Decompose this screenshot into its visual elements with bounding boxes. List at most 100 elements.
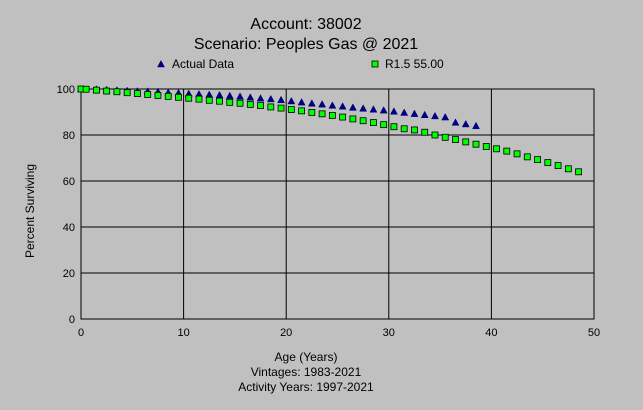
y-tick-label: 0 xyxy=(69,314,75,326)
data-point xyxy=(308,109,316,116)
data-point xyxy=(185,94,193,102)
data-point xyxy=(103,87,111,95)
data-point xyxy=(544,159,552,167)
data-point xyxy=(338,102,347,110)
legend-marker-actual-data xyxy=(157,59,165,68)
data-point xyxy=(297,98,306,106)
data-point xyxy=(246,101,254,108)
data-point xyxy=(144,91,152,98)
data-point xyxy=(493,145,500,153)
data-point xyxy=(348,103,357,111)
x-axis: 0 10 20 30 40 50 xyxy=(78,327,600,339)
data-point xyxy=(328,101,337,109)
data-point xyxy=(370,119,377,126)
data-point xyxy=(421,128,429,136)
y-tick-label: 60 xyxy=(63,176,75,188)
data-point xyxy=(513,150,521,158)
y-tick-label: 80 xyxy=(63,130,75,142)
data-point xyxy=(134,90,141,97)
data-point xyxy=(379,106,388,114)
data-point xyxy=(431,111,439,120)
legend-triangle-marker xyxy=(157,59,165,68)
data-point xyxy=(564,165,572,173)
data-point xyxy=(420,110,429,119)
x-tick-label: 10 xyxy=(177,327,189,339)
y-tick-label: 40 xyxy=(63,222,75,234)
data-point xyxy=(256,94,265,102)
x-tick-label: 50 xyxy=(588,327,600,339)
data-point xyxy=(225,91,234,99)
data-point xyxy=(462,138,470,146)
data-point xyxy=(390,123,398,131)
data-point xyxy=(380,121,388,129)
y-axis: 0 20 40 60 80 100 xyxy=(57,84,75,326)
footnote-activity-years: Activity Years: 1997-2021 xyxy=(238,380,374,394)
data-point xyxy=(461,119,470,128)
data-point xyxy=(318,100,327,108)
data-point xyxy=(390,107,398,115)
data-point xyxy=(267,103,275,111)
data-point xyxy=(277,104,285,112)
legend-label-actual-data: Actual Data xyxy=(172,57,234,71)
data-point xyxy=(472,140,480,148)
y-axis-label: Percent Surviving xyxy=(23,164,37,258)
data-point xyxy=(287,96,296,105)
data-point xyxy=(82,85,90,93)
data-point xyxy=(287,106,295,113)
data-point xyxy=(298,107,305,115)
data-point xyxy=(339,113,347,121)
data-point xyxy=(236,92,244,100)
chart-subtitle: Scenario: Peoples Gas @ 2021 xyxy=(194,36,418,53)
data-point xyxy=(236,99,244,107)
data-point xyxy=(410,109,419,117)
grid xyxy=(80,88,595,320)
data-point xyxy=(523,153,531,161)
x-tick-label: 40 xyxy=(485,327,497,339)
data-point xyxy=(400,125,408,133)
data-point xyxy=(266,94,275,103)
data-point xyxy=(154,92,162,99)
data-point xyxy=(359,117,367,125)
x-axis-label: Age (Years) xyxy=(275,350,338,364)
data-point xyxy=(554,162,562,169)
data-point xyxy=(175,93,182,101)
data-point xyxy=(318,110,326,118)
data-point xyxy=(534,156,541,164)
data-point xyxy=(257,102,264,109)
data-point xyxy=(411,126,418,134)
data-point xyxy=(92,86,100,94)
data-point xyxy=(349,115,357,123)
data-point xyxy=(328,112,336,119)
plot-area xyxy=(80,88,595,320)
data-point xyxy=(575,168,583,176)
y-tick-label: 100 xyxy=(57,84,75,96)
data-point xyxy=(277,95,285,104)
data-point xyxy=(431,131,439,139)
data-point xyxy=(359,104,368,112)
data-point xyxy=(503,147,511,155)
data-point xyxy=(400,108,409,116)
data-point xyxy=(441,113,450,121)
legend-square-marker xyxy=(371,60,379,68)
data-point xyxy=(451,118,460,126)
x-tick-label: 0 xyxy=(78,327,84,339)
data-point xyxy=(113,88,121,96)
chart-title: Account: 38002 xyxy=(250,16,361,33)
data-point xyxy=(164,92,172,100)
data-point xyxy=(246,93,255,101)
y-tick-label: 20 xyxy=(63,268,75,280)
data-point xyxy=(452,136,459,144)
data-point xyxy=(195,95,203,103)
legend-label-r15: R1.5 55.00 xyxy=(385,57,444,71)
data-point xyxy=(472,121,480,130)
series-r15 xyxy=(77,85,583,176)
data-point xyxy=(369,105,378,113)
data-point xyxy=(226,98,234,106)
x-tick-label: 20 xyxy=(280,327,292,339)
data-point xyxy=(307,99,316,107)
data-point xyxy=(123,89,131,97)
data-point xyxy=(441,133,449,141)
data-point xyxy=(482,143,490,150)
